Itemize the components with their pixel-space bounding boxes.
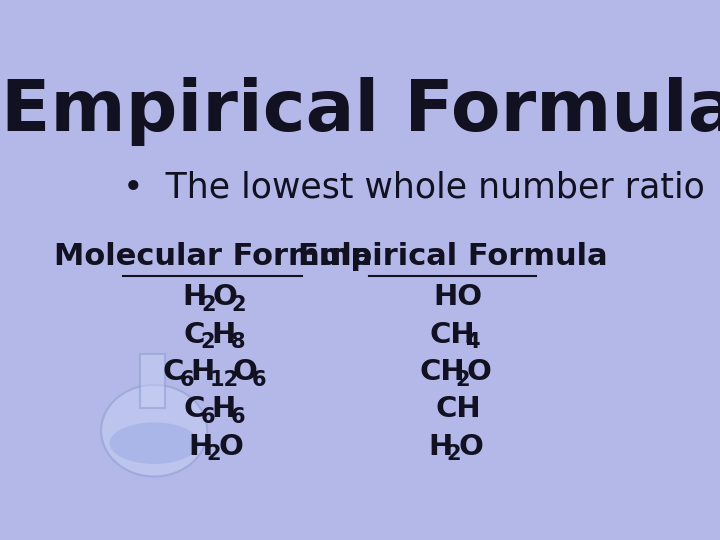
- Text: O: O: [458, 433, 483, 461]
- Text: 2: 2: [207, 444, 222, 464]
- Text: O: O: [212, 283, 238, 311]
- Text: 2: 2: [455, 369, 469, 389]
- Text: 6: 6: [200, 407, 215, 427]
- Text: CH: CH: [420, 358, 465, 386]
- Text: Molecular Formula: Molecular Formula: [53, 241, 372, 271]
- Text: H: H: [191, 358, 215, 386]
- Bar: [140, 354, 166, 408]
- Text: HO: HO: [433, 283, 483, 311]
- Text: H: H: [212, 395, 236, 423]
- Text: 6: 6: [251, 369, 266, 389]
- Ellipse shape: [109, 422, 199, 464]
- Text: 6: 6: [230, 407, 245, 427]
- Text: CH: CH: [435, 395, 481, 423]
- Text: O: O: [467, 358, 491, 386]
- Text: 2: 2: [232, 295, 246, 315]
- Ellipse shape: [102, 385, 207, 476]
- Text: H: H: [188, 433, 212, 461]
- Text: H: H: [428, 433, 452, 461]
- Text: C: C: [184, 395, 205, 423]
- Text: CH: CH: [429, 321, 475, 348]
- Text: Empirical Formula: Empirical Formula: [298, 241, 608, 271]
- Text: C: C: [163, 358, 184, 386]
- Text: 2: 2: [201, 295, 216, 315]
- Text: H: H: [212, 321, 236, 348]
- Text: C: C: [184, 321, 205, 348]
- Text: 4: 4: [464, 332, 480, 352]
- Text: 6: 6: [179, 369, 194, 389]
- Text: O: O: [218, 433, 243, 461]
- Text: Empirical Formula: Empirical Formula: [1, 77, 720, 146]
- Text: 2: 2: [447, 444, 462, 464]
- Text: O: O: [232, 358, 257, 386]
- Text: H: H: [182, 283, 207, 311]
- Text: 2: 2: [200, 332, 215, 352]
- Text: •  The lowest whole number ratio: • The lowest whole number ratio: [124, 171, 706, 205]
- Text: 12: 12: [210, 369, 239, 389]
- Text: 8: 8: [230, 332, 245, 352]
